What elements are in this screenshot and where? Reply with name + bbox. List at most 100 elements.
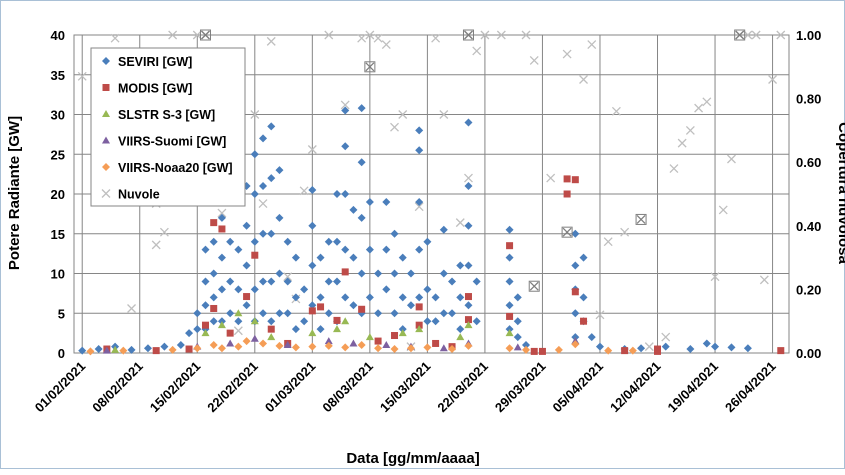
data-point — [152, 347, 160, 355]
data-point — [423, 285, 432, 294]
y2-axis-ticks: 0.00 0.20 0.40 0.60 0.80 1.00 — [796, 28, 821, 361]
data-point — [365, 245, 374, 254]
data-point — [357, 269, 366, 278]
data-point — [398, 329, 407, 337]
x-tick-label: 15/02/2021 — [147, 359, 204, 416]
data-point — [333, 316, 341, 324]
data-point — [242, 301, 251, 310]
data-point — [743, 30, 753, 40]
x-axis-title: Data [gg/mm/aaaa] — [346, 450, 479, 467]
data-point — [324, 341, 333, 350]
data-point — [579, 75, 588, 84]
data-point — [308, 329, 317, 337]
data-point — [267, 317, 276, 326]
data-point — [506, 242, 514, 250]
data-point — [210, 304, 218, 312]
data-point — [234, 245, 243, 254]
y-tick-label: 25 — [51, 147, 65, 162]
data-point — [620, 227, 630, 237]
data-point — [341, 190, 350, 198]
x-tick-label: 01/02/2021 — [32, 359, 89, 416]
x-tick-label: 22/02/2021 — [204, 359, 261, 416]
data-point — [267, 325, 275, 333]
data-point — [267, 174, 276, 183]
data-point — [283, 237, 292, 246]
data-point — [234, 285, 243, 294]
data-point — [743, 344, 752, 353]
data-point — [316, 325, 325, 334]
data-point — [357, 341, 366, 350]
data-point — [423, 343, 432, 352]
data-point — [259, 229, 268, 238]
y-tick-label: 30 — [51, 108, 65, 123]
data-point — [382, 197, 391, 206]
data-point — [513, 317, 522, 326]
data-point — [209, 293, 218, 302]
x-tick-label: 29/03/2021 — [492, 359, 549, 416]
data-point — [143, 344, 152, 353]
data-point — [398, 293, 407, 302]
legend: SEVIRI [GW] MODIS [GW] SLSTR S-3 [GW] VIIRS… — [90, 47, 246, 207]
data-point — [702, 97, 712, 107]
data-point — [308, 342, 317, 351]
data-point — [160, 342, 169, 351]
data-point — [324, 277, 333, 286]
data-point — [283, 277, 292, 286]
data-point — [571, 229, 580, 238]
data-point — [267, 333, 276, 341]
data-point — [448, 345, 457, 354]
data-point — [562, 49, 572, 59]
data-point — [464, 221, 473, 230]
data-point — [308, 186, 317, 195]
data-point — [571, 176, 579, 184]
data-point — [341, 293, 350, 302]
data-point — [398, 253, 407, 262]
data-point — [110, 33, 120, 43]
data-point — [119, 346, 128, 355]
data-point — [374, 269, 383, 278]
legend-label: VIIRS-Suomi [GW] — [118, 135, 226, 149]
data-point — [217, 208, 227, 218]
data-point — [373, 33, 383, 43]
data-point — [521, 30, 531, 40]
data-point — [777, 347, 785, 355]
data-point — [217, 344, 226, 353]
data-point — [159, 227, 169, 237]
data-point — [456, 293, 465, 302]
data-point — [365, 197, 374, 206]
data-point — [472, 46, 482, 56]
boxed-point-marker — [562, 227, 572, 237]
data-point — [291, 343, 300, 352]
boxed-cloud-points — [199, 29, 746, 292]
data-point — [176, 341, 185, 350]
data-point — [563, 190, 571, 198]
data-point — [341, 343, 350, 352]
data-point — [448, 277, 457, 286]
data-point — [168, 345, 177, 354]
data-point — [251, 251, 259, 259]
data-point — [267, 122, 276, 131]
data-point — [193, 344, 202, 353]
data-point — [308, 261, 317, 270]
data-point — [234, 342, 243, 351]
data-point — [431, 33, 441, 43]
boxed-point-marker — [201, 30, 210, 40]
data-point — [390, 345, 399, 354]
data-point — [685, 125, 695, 135]
data-point — [439, 225, 448, 234]
data-point — [127, 304, 136, 313]
y-tick-label: 5 — [58, 306, 65, 321]
data-point — [603, 237, 613, 247]
data-point — [637, 344, 646, 353]
data-point — [94, 345, 103, 354]
boxed-point-frame — [635, 213, 647, 225]
data-point — [423, 237, 432, 246]
data-point — [242, 261, 251, 270]
data-point — [464, 316, 472, 324]
data-point — [579, 293, 588, 302]
data-point — [259, 182, 268, 191]
data-point — [406, 301, 415, 310]
data-point — [226, 309, 235, 318]
data-point — [341, 317, 350, 325]
data-point — [234, 309, 243, 317]
